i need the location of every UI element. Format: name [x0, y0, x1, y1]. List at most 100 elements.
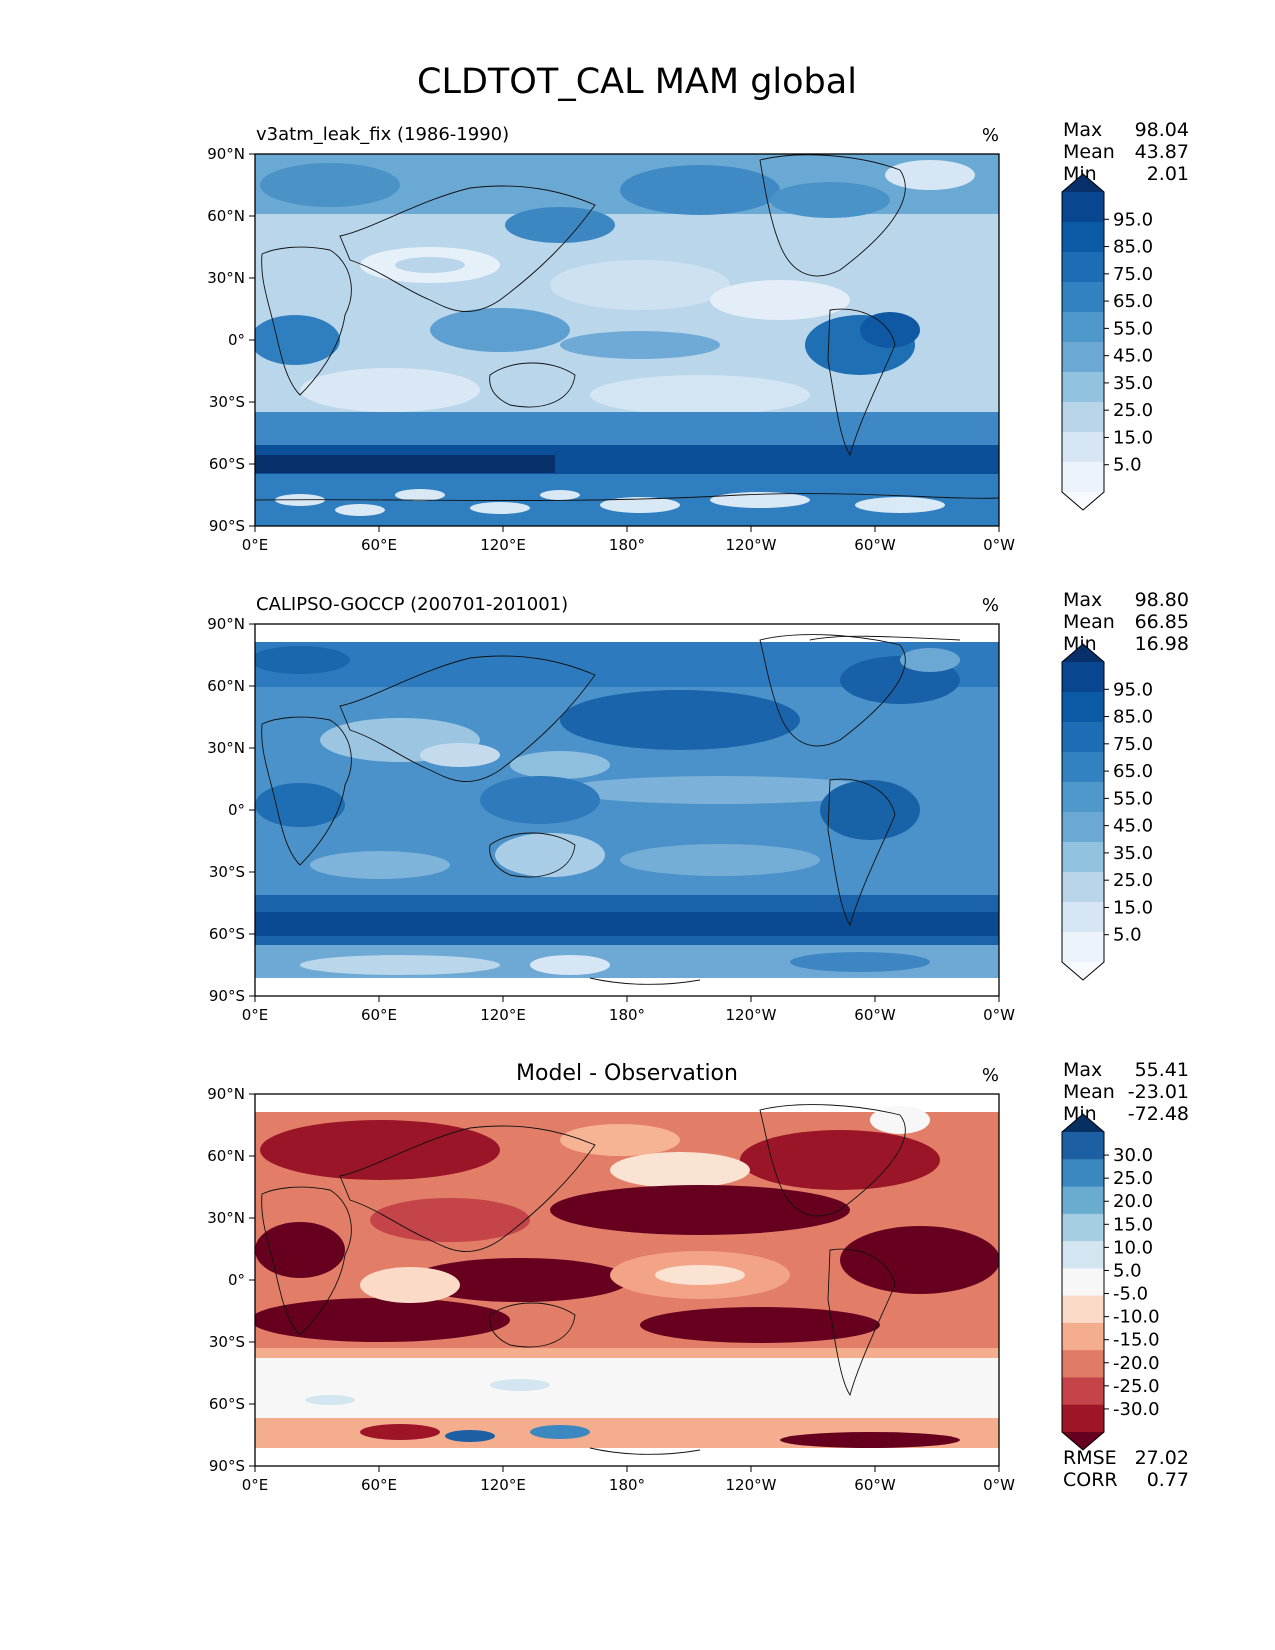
- stat-label: Max: [1063, 1059, 1102, 1081]
- colorbar-label: 95.0: [1113, 679, 1153, 700]
- colorbar-label: -10.0: [1113, 1307, 1160, 1328]
- colorbar-bin: [1062, 662, 1104, 693]
- colorbar-bin: [1062, 1404, 1104, 1433]
- x-tick-label: 60°E: [361, 1006, 397, 1024]
- extra-stats: RMSE 27.02 CORR 0.77: [1063, 1447, 1189, 1491]
- y-tick-label: 60°S: [209, 455, 245, 473]
- y-tick-label: 30°N: [207, 1209, 245, 1227]
- colorbar-extend-top: [1062, 644, 1104, 662]
- x-tick-label: 120°W: [726, 1476, 777, 1494]
- colorbar-bin: [1062, 192, 1104, 223]
- x-tick-label: 0°W: [983, 536, 1015, 554]
- stat-value: 55.41: [1135, 1059, 1189, 1081]
- x-tick-label: 0°E: [242, 1006, 269, 1024]
- y-tick-label: 90°S: [209, 517, 245, 535]
- stat-value: 16.98: [1135, 633, 1189, 655]
- x-tick-label: 180°: [609, 536, 645, 554]
- colorbar-extend-bottom: [1062, 1432, 1104, 1450]
- coastlines: [261, 1104, 906, 1455]
- y-tick-label: 90°N: [207, 145, 245, 163]
- colorbar-label: 5.0: [1113, 455, 1142, 476]
- colorbar-label: 55.0: [1113, 788, 1153, 809]
- colorbar-bin: [1062, 222, 1104, 253]
- colorbar-outline: [1061, 643, 1105, 981]
- panel-left-title: v3atm_leak_fix (1986-1990): [256, 124, 509, 145]
- colorbar-label: 65.0: [1113, 761, 1153, 782]
- x-tick-label: 0°W: [983, 1006, 1015, 1024]
- y-axis: 90°N 60°N 30°N 0° 30°S 60°S 90°S: [207, 615, 255, 1005]
- x-tick-label: 120°E: [480, 536, 526, 554]
- map-field-observation: [255, 624, 999, 996]
- colorbar-bin: [1062, 312, 1104, 343]
- colorbar-bin: [1062, 1295, 1104, 1324]
- stat-label: Mean: [1063, 1081, 1115, 1103]
- colorbar-bin: [1062, 1159, 1104, 1188]
- colorbar-label: 75.0: [1113, 264, 1153, 285]
- y-tick-label: 30°S: [209, 863, 245, 881]
- colorbar-label: 35.0: [1113, 843, 1153, 864]
- panel-observation: CALIPSO-GOCCP (200701-201001) % 0°E 60°E 1…: [207, 589, 1189, 1024]
- y-tick-label: 0°: [228, 331, 245, 349]
- stat-label: Mean: [1063, 141, 1115, 163]
- colorbar-bin: [1062, 1322, 1104, 1351]
- colorbar-bin: [1062, 692, 1104, 723]
- x-axis: 0°E 60°E 120°E 180° 120°W 60°W 0°W: [242, 996, 1015, 1024]
- colorbar-bin: [1062, 1350, 1104, 1378]
- y-tick-label: 60°S: [209, 1395, 245, 1413]
- panel-left-title: CALIPSO-GOCCP (200701-201001): [256, 594, 568, 615]
- x-tick-label: 0°E: [242, 536, 269, 554]
- colorbar-bin: [1062, 752, 1104, 783]
- x-tick-label: 180°: [609, 1006, 645, 1024]
- y-tick-label: 60°S: [209, 925, 245, 943]
- colorbar-label: -25.0: [1113, 1376, 1160, 1397]
- colorbar-label: 5.0: [1113, 925, 1142, 946]
- coastlines: [261, 634, 961, 985]
- map-field-model: [255, 154, 999, 526]
- y-tick-label: 90°N: [207, 615, 245, 633]
- panel-units: %: [982, 595, 999, 616]
- colorbar-bin: [1062, 722, 1104, 753]
- y-tick-label: 90°S: [209, 987, 245, 1005]
- colorbar-label: 45.0: [1113, 346, 1153, 367]
- coastlines: [254, 154, 1000, 501]
- panel-units: %: [982, 1065, 999, 1086]
- x-axis: 0°E 60°E 120°E 180° 120°W 60°W 0°W: [242, 526, 1015, 554]
- x-tick-label: 60°W: [854, 1006, 896, 1024]
- colorbar-label: 25.0: [1113, 400, 1153, 421]
- stat-label: Max: [1063, 589, 1102, 611]
- colorbar-label: 85.0: [1113, 237, 1153, 258]
- x-tick-label: 60°W: [854, 536, 896, 554]
- colorbar-label: 45.0: [1113, 816, 1153, 837]
- colorbar-label: 30.0: [1113, 1145, 1153, 1166]
- stat-value: -72.48: [1128, 1103, 1189, 1125]
- colorbar-label: 25.0: [1113, 870, 1153, 891]
- colorbar-label: -30.0: [1113, 1399, 1160, 1420]
- x-tick-label: 0°W: [983, 1476, 1015, 1494]
- x-tick-label: 60°W: [854, 1476, 896, 1494]
- colorbar-label: 55.0: [1113, 318, 1153, 339]
- colorbar-label: 35.0: [1113, 373, 1153, 394]
- x-tick-label: 0°E: [242, 1476, 269, 1494]
- colorbar-bin: [1062, 782, 1104, 813]
- stat-label: Max: [1063, 119, 1102, 141]
- colorbar: 95.0 85.0 75.0 65.0 55.0 45.0 35.0 25.0 15.0 5.0: [1061, 173, 1153, 511]
- panel-difference: Model - Observation % 0°E 60°E 120°E 180° 12…: [207, 1059, 1189, 1494]
- stat-label: Mean: [1063, 611, 1115, 633]
- colorbar-bin: [1062, 282, 1104, 313]
- colorbar-bin: [1062, 1132, 1104, 1160]
- figure-title: CLDTOT_CAL MAM global: [417, 62, 857, 102]
- colorbar-label: -5.0: [1113, 1284, 1148, 1305]
- colorbar-bin: [1062, 342, 1104, 373]
- colorbar-bin: [1062, 1213, 1104, 1242]
- colorbar-bin: [1062, 872, 1104, 903]
- colorbar-label: 15.0: [1113, 427, 1153, 448]
- colorbar-label: 10.0: [1113, 1237, 1153, 1258]
- colorbar-label: 25.0: [1113, 1168, 1153, 1189]
- stat-value: 43.87: [1135, 141, 1189, 163]
- x-tick-label: 120°W: [726, 536, 777, 554]
- colorbar-label: 20.0: [1113, 1191, 1153, 1212]
- y-axis: 90°N 60°N 30°N 0° 30°S 60°S 90°S: [207, 145, 255, 535]
- colorbar-bin: [1062, 1241, 1104, 1269]
- panel-center-title: Model - Observation: [516, 1061, 738, 1086]
